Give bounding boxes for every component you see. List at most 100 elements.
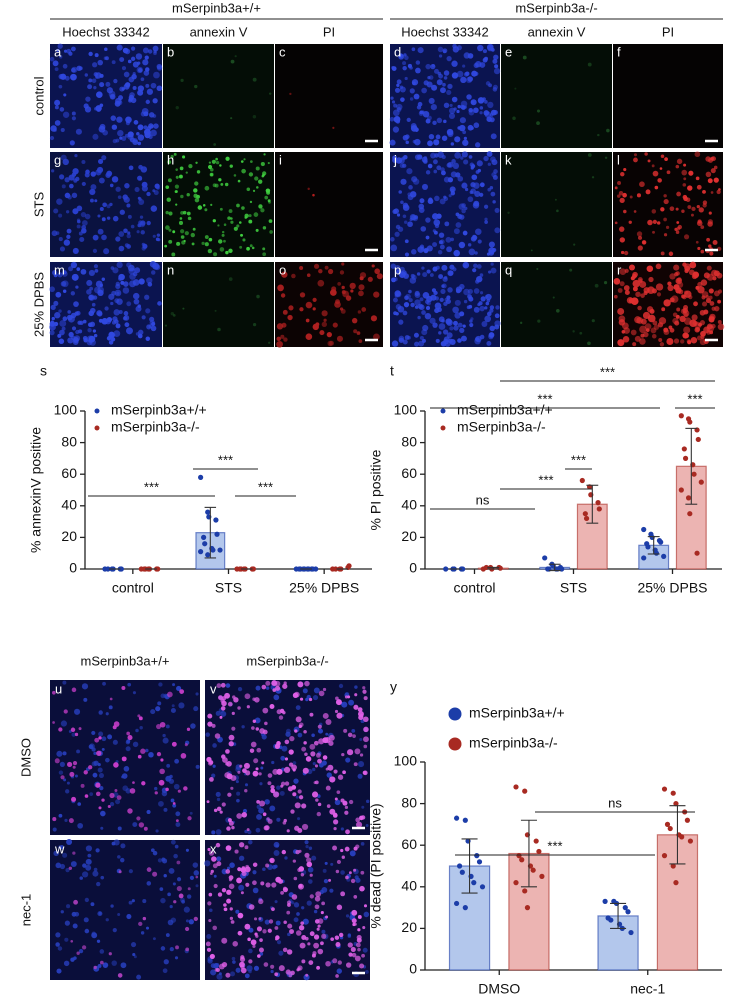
cell [471,174,478,181]
cell [97,214,101,218]
cell [623,250,629,256]
cell [218,695,223,701]
cell [148,751,154,758]
cell [59,107,65,112]
cell [260,161,265,167]
x-tick-label: control [112,580,154,596]
cell [93,264,99,269]
cell [446,246,453,253]
cell [270,784,275,790]
cell [473,288,480,294]
cell [452,306,459,314]
cell [647,219,653,226]
cell [67,761,73,768]
cell [137,329,144,336]
cell [348,799,354,805]
error-bar [685,427,698,505]
cell [102,202,107,208]
cell [166,197,171,202]
cell [692,320,698,326]
genotype-header: mSerpinb3a-/- [246,653,328,668]
cell [106,87,114,94]
cell [283,766,291,774]
cell [438,274,444,279]
cell [355,817,361,823]
cell [433,169,438,174]
cell [74,732,79,737]
cell [340,870,345,875]
cell [274,680,281,687]
cell [162,733,166,738]
cell [278,715,284,720]
cell [297,967,301,971]
cell [139,215,144,219]
cell [474,190,481,197]
y-tick-label: 40 [401,497,417,513]
cell [262,252,267,257]
cell [88,51,93,57]
cell [179,689,185,694]
cell [336,790,341,795]
cell [202,204,206,207]
cell [129,788,136,794]
cell [80,268,87,275]
cell [691,314,698,321]
cell [68,266,74,272]
cell [475,228,482,235]
cell [402,61,407,66]
cell [146,191,151,197]
cell [276,940,282,945]
cell [69,140,75,146]
cell [228,209,233,213]
cell [60,127,65,133]
cell [329,808,336,815]
cell [62,316,68,322]
cell [186,727,191,731]
cell [683,177,687,181]
cell [682,183,687,187]
genotype-header: mSerpinb3a-/- [515,0,597,15]
cell [350,289,354,293]
y-tick-label: 100 [394,402,418,418]
cell [244,213,249,218]
cell [194,181,199,186]
cell [428,97,435,104]
cell [438,232,445,238]
cell [180,229,185,234]
cell [361,805,365,809]
cell [480,296,486,302]
cell [321,901,326,906]
cell [269,92,272,95]
cell [436,117,443,124]
cell [421,310,426,315]
cell [219,207,223,211]
cell [50,125,57,132]
cell [413,93,420,100]
cell [88,765,93,770]
significance-label: *** [258,479,273,494]
cell [126,731,131,736]
panel-letter: c [279,44,286,59]
cell [442,82,446,87]
cell [81,181,86,187]
cell [244,845,249,850]
panel-letter: l [617,152,620,167]
cell [457,126,461,130]
cell [457,322,463,328]
cell [318,690,325,697]
cell [490,156,496,163]
cell [268,219,273,223]
cell [469,190,474,195]
cell [85,96,91,102]
cell [58,727,63,732]
data-point [198,549,204,555]
legend-label: mSerpinb3a+/+ [469,705,565,721]
cell [52,721,55,724]
data-point [687,838,694,844]
cell [404,76,408,81]
cell [77,320,82,325]
cell [692,271,700,279]
cell [404,220,408,224]
cell [211,159,216,164]
cell [305,333,313,340]
